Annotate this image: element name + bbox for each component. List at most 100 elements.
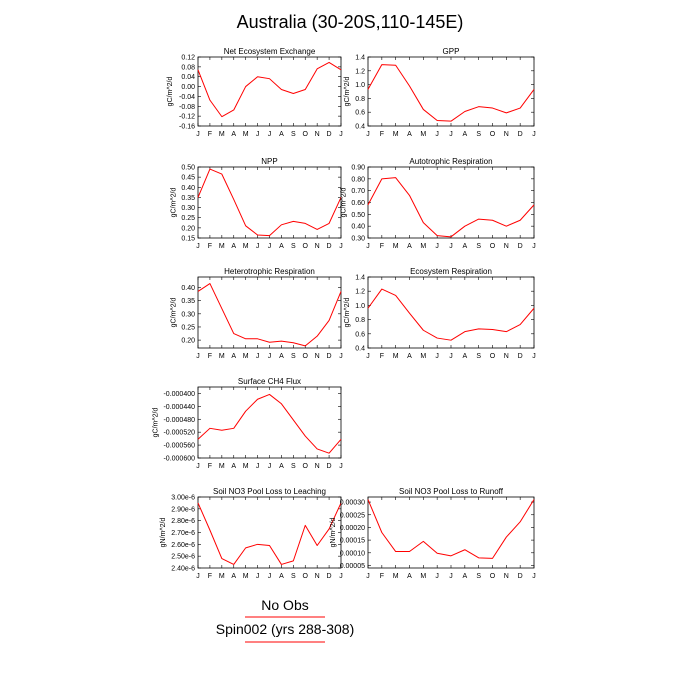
x-tick-label: S bbox=[291, 573, 296, 580]
y-tick-label: 0.25 bbox=[181, 324, 195, 331]
x-tick-label: N bbox=[504, 243, 509, 250]
y-tick-label: 0.35 bbox=[181, 298, 195, 305]
plot-frame bbox=[197, 276, 342, 349]
x-tick-label: A bbox=[462, 131, 467, 138]
y-tick-label: 0.00 bbox=[181, 84, 195, 91]
x-tick-label: A bbox=[231, 131, 236, 138]
y-axis-label: gC/m^2/d bbox=[344, 77, 351, 107]
y-tick-label: 0.60 bbox=[351, 200, 365, 207]
y-tick-label: -0.08 bbox=[179, 104, 195, 111]
x-tick-label: M bbox=[219, 573, 225, 580]
y-tick-label: -0.000440 bbox=[163, 404, 195, 411]
x-tick-label: A bbox=[462, 573, 467, 580]
y-tick-label: 1.4 bbox=[355, 55, 365, 62]
series-line bbox=[197, 168, 342, 237]
x-tick-label: J bbox=[268, 243, 272, 250]
series-line bbox=[367, 64, 535, 122]
x-tick-label: F bbox=[208, 131, 212, 138]
y-tick-label: 0.35 bbox=[181, 195, 195, 202]
y-tick-label: 2.80e-6 bbox=[171, 518, 195, 525]
x-tick-label: A bbox=[407, 243, 412, 250]
x-tick-label: M bbox=[243, 243, 249, 250]
series-line bbox=[367, 499, 535, 559]
panel-title: Autotrophic Respiration bbox=[409, 157, 492, 166]
y-tick-label: 1.0 bbox=[355, 82, 365, 89]
panel-title: Surface CH4 Flux bbox=[238, 377, 301, 386]
y-tick-label: 0.00005 bbox=[340, 563, 365, 570]
x-tick-label: D bbox=[327, 243, 332, 250]
y-tick-label: 0.00010 bbox=[340, 550, 365, 557]
x-tick-label: D bbox=[518, 353, 523, 360]
x-tick-label: S bbox=[476, 243, 481, 250]
x-tick-label: S bbox=[476, 131, 481, 138]
x-tick-label: M bbox=[243, 131, 249, 138]
x-tick-label: D bbox=[518, 131, 523, 138]
panel-title: GPP bbox=[443, 47, 460, 56]
x-tick-label: J bbox=[366, 353, 370, 360]
x-tick-label: J bbox=[196, 573, 200, 580]
x-tick-label: J bbox=[532, 243, 536, 250]
x-tick-label: J bbox=[196, 353, 200, 360]
y-tick-label: 0.4 bbox=[355, 346, 365, 353]
y-tick-label: -0.000560 bbox=[163, 443, 195, 450]
figure-title: Australia (30-20S,110-145E) bbox=[237, 12, 464, 32]
y-tick-label: -0.000480 bbox=[163, 417, 195, 424]
x-tick-label: M bbox=[420, 573, 426, 580]
x-tick-label: D bbox=[518, 573, 523, 580]
x-tick-label: A bbox=[231, 353, 236, 360]
y-tick-label: 0.30 bbox=[181, 311, 195, 318]
x-tick-label: F bbox=[380, 573, 384, 580]
y-tick-label: 0.00020 bbox=[340, 525, 365, 532]
x-tick-label: J bbox=[339, 353, 343, 360]
series-line bbox=[367, 177, 535, 238]
x-tick-label: J bbox=[532, 573, 536, 580]
x-tick-label: M bbox=[243, 573, 249, 580]
x-tick-label: M bbox=[393, 353, 399, 360]
y-tick-label: 2.70e-6 bbox=[171, 530, 195, 537]
y-tick-label: 0.04 bbox=[181, 74, 195, 81]
y-tick-label: 0.30 bbox=[181, 205, 195, 212]
x-tick-label: A bbox=[407, 353, 412, 360]
x-tick-label: J bbox=[449, 353, 453, 360]
x-tick-label: J bbox=[268, 573, 272, 580]
x-tick-label: A bbox=[279, 573, 284, 580]
x-tick-label: F bbox=[208, 463, 212, 470]
plot-frame bbox=[197, 166, 342, 239]
y-axis-label: gC/m^2/d bbox=[171, 188, 178, 218]
x-tick-label: F bbox=[208, 353, 212, 360]
x-tick-label: J bbox=[268, 131, 272, 138]
y-tick-label: 0.4 bbox=[355, 124, 365, 131]
x-tick-label: S bbox=[291, 131, 296, 138]
y-tick-label: -0.04 bbox=[179, 94, 195, 101]
legend-label-no-obs: No Obs bbox=[261, 597, 308, 613]
x-tick-label: F bbox=[208, 243, 212, 250]
x-tick-label: F bbox=[380, 243, 384, 250]
y-tick-label: 3.00e-6 bbox=[171, 495, 195, 502]
x-tick-label: J bbox=[339, 131, 343, 138]
x-tick-label: J bbox=[256, 243, 260, 250]
x-tick-label: J bbox=[449, 243, 453, 250]
panel-title: NPP bbox=[261, 157, 277, 166]
x-tick-label: M bbox=[420, 131, 426, 138]
x-tick-label: J bbox=[256, 573, 260, 580]
y-axis-label: gC/m^2/d bbox=[167, 77, 174, 107]
x-tick-label: J bbox=[339, 243, 343, 250]
x-tick-label: M bbox=[243, 353, 249, 360]
plot-frame bbox=[367, 56, 535, 127]
y-tick-label: 0.20 bbox=[181, 338, 195, 345]
y-tick-label: 0.40 bbox=[351, 224, 365, 231]
x-tick-label: J bbox=[532, 353, 536, 360]
x-tick-label: O bbox=[303, 463, 309, 470]
y-axis-label: gN/m^2/d bbox=[160, 518, 167, 548]
x-tick-label: D bbox=[518, 243, 523, 250]
x-tick-label: J bbox=[339, 463, 343, 470]
panel-soil-no3-pool-loss-to-runoff: Soil NO3 Pool Loss to Runoff J F M A M J J A S O N D… bbox=[330, 487, 536, 580]
y-tick-label: 0.15 bbox=[181, 236, 195, 243]
panel-title: Ecosystem Respiration bbox=[410, 267, 492, 276]
x-tick-label: A bbox=[462, 353, 467, 360]
y-tick-label: 0.6 bbox=[355, 110, 365, 117]
x-tick-label: N bbox=[315, 353, 320, 360]
